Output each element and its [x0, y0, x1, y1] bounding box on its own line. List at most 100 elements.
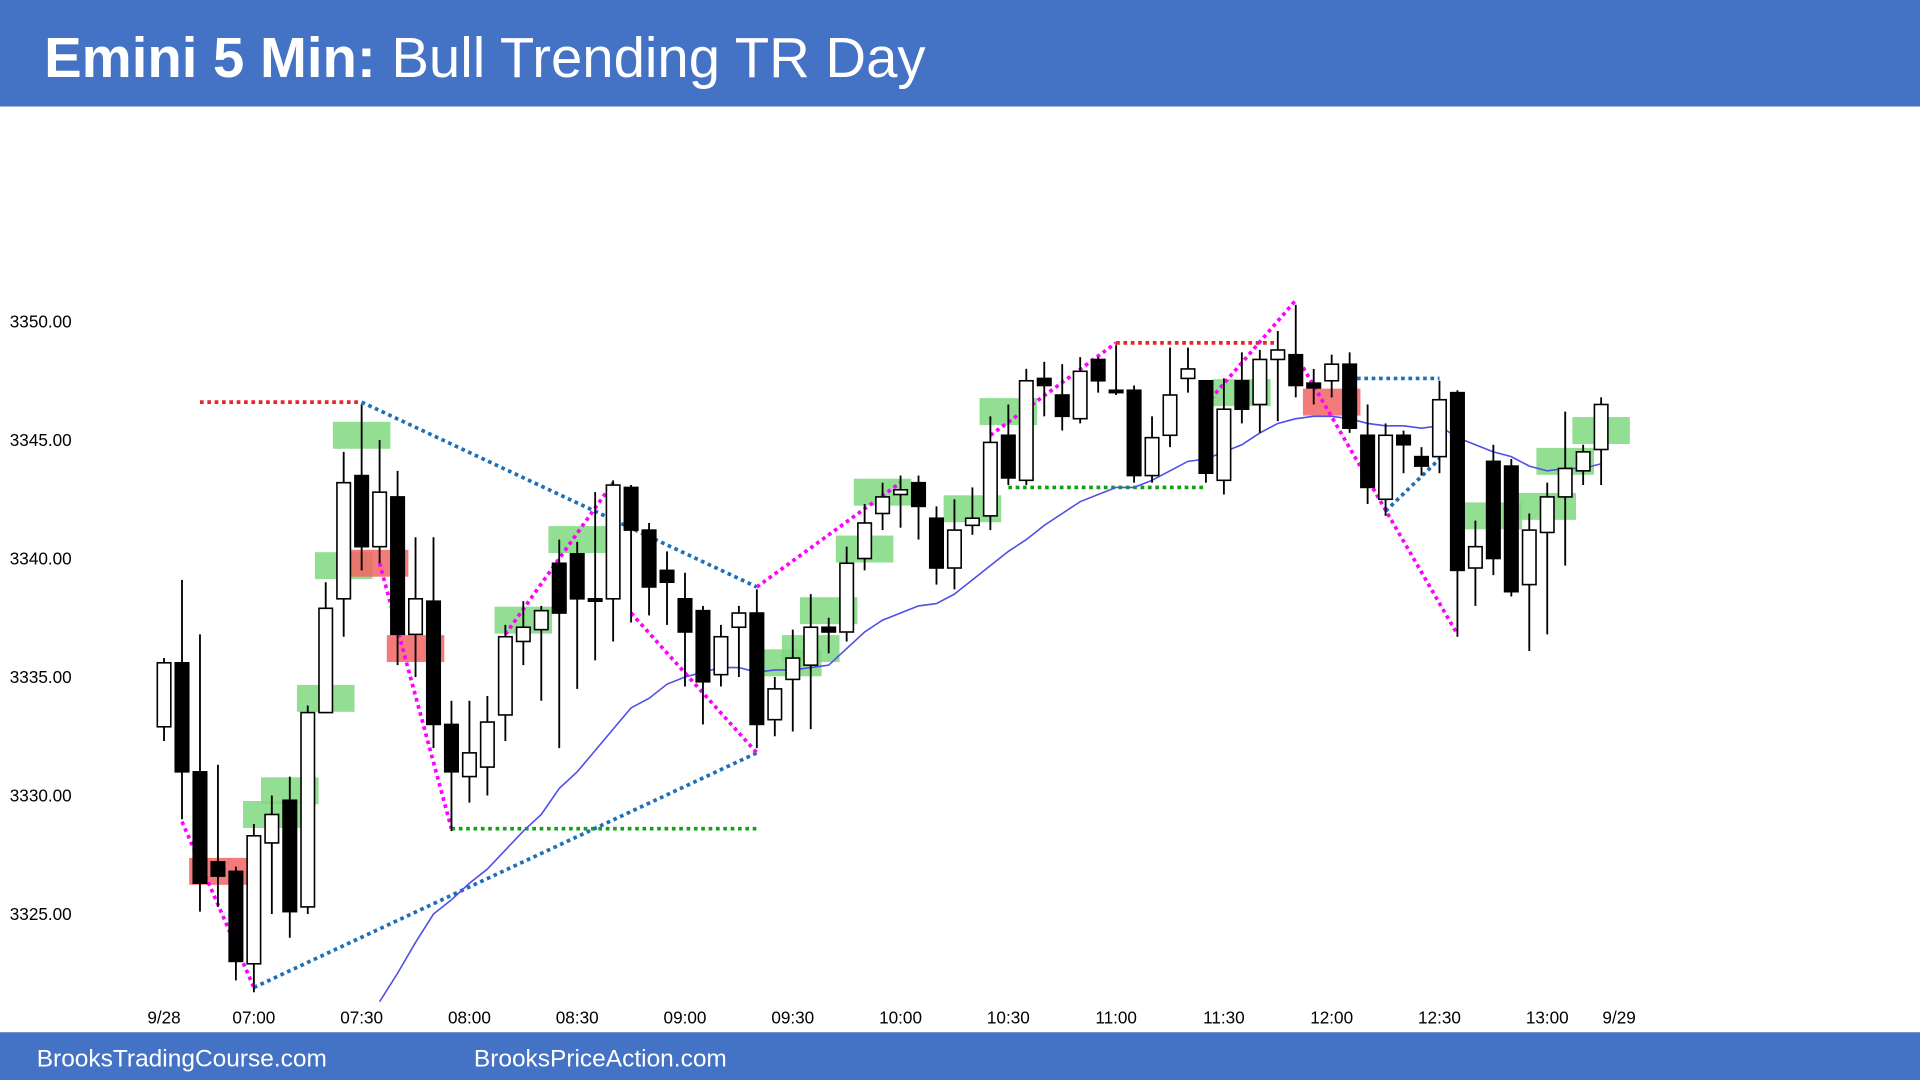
trend-line	[253, 751, 758, 990]
candle-body	[1342, 363, 1358, 429]
footer-right: BrooksPriceAction.com	[474, 1046, 727, 1073]
x-tick-label: 09:30	[771, 1008, 814, 1028]
footer-left: BrooksTradingCourse.com	[37, 1046, 327, 1073]
title-bold: Emini 5 Min:	[44, 26, 376, 89]
x-tick-label: 9/28	[147, 1008, 180, 1028]
trend-line	[1294, 353, 1460, 636]
candle-body	[372, 491, 388, 548]
x-tick-label: 08:00	[448, 1008, 491, 1028]
trend-line	[1384, 457, 1441, 513]
candle-body	[497, 635, 513, 716]
trend-line	[1204, 298, 1298, 406]
candle-body	[857, 522, 873, 560]
candle-body	[910, 481, 927, 508]
candle-body	[228, 870, 244, 963]
x-tick-label: 13:00	[1526, 1008, 1569, 1028]
candle-body	[659, 569, 675, 584]
candle-body	[1234, 379, 1250, 411]
x-tick-label: 09:00	[664, 1008, 707, 1028]
candle-body	[821, 626, 837, 633]
candle-body	[1467, 545, 1483, 569]
candle-body	[390, 496, 406, 636]
candle-body	[587, 598, 603, 602]
candle-body	[1036, 377, 1052, 387]
candle-body	[1198, 379, 1214, 475]
candle-body	[1593, 403, 1609, 451]
candle-body	[336, 481, 352, 600]
candle-body	[1503, 465, 1519, 593]
candle-body	[318, 607, 334, 714]
x-tick-label: 08:30	[556, 1008, 599, 1028]
x-tick-label: 12:30	[1418, 1008, 1461, 1028]
x-tick-label: 11:00	[1095, 1008, 1137, 1028]
candle-body	[174, 662, 190, 773]
candle-body	[1072, 370, 1088, 420]
trend-line	[629, 611, 759, 755]
candle-body	[1360, 434, 1376, 489]
candle-body	[156, 662, 172, 728]
candle-body	[515, 626, 531, 643]
candle-body	[1413, 455, 1430, 467]
y-tick-label: 3335.00	[10, 667, 72, 687]
candle-body	[623, 486, 639, 531]
candle-body	[1018, 379, 1034, 482]
x-tick-label: 07:00	[232, 1008, 275, 1028]
candle-body	[1396, 434, 1412, 446]
candle-body	[1539, 496, 1555, 534]
candle-body	[1557, 467, 1573, 498]
candle-body	[282, 799, 298, 913]
candle-body	[1485, 460, 1501, 560]
candle-body	[1090, 358, 1106, 382]
footer-band	[0, 1032, 1920, 1080]
candle-body	[1521, 529, 1537, 586]
candle-body	[1378, 434, 1394, 501]
candle-body	[946, 529, 962, 569]
candle-body	[731, 612, 747, 629]
x-tick-label: 9/29	[1602, 1008, 1635, 1028]
candle-body	[1054, 394, 1070, 418]
y-tick-label: 3325.00	[10, 904, 72, 924]
candle-body	[928, 517, 945, 569]
x-tick-label: 11:30	[1203, 1008, 1245, 1028]
candle-body	[1252, 358, 1268, 406]
candle-body	[1108, 389, 1124, 394]
candle-body	[479, 721, 495, 768]
x-tick-label: 10:00	[879, 1008, 922, 1028]
candle-body	[425, 600, 442, 726]
header-band	[0, 0, 1920, 107]
candle-body	[1000, 434, 1016, 479]
candle-body	[1180, 368, 1196, 380]
candle-body	[677, 598, 693, 633]
y-tick-label: 3345.00	[10, 430, 72, 450]
candle-body	[749, 612, 765, 726]
candle-body	[551, 562, 567, 614]
candle-body	[1270, 349, 1286, 361]
candle-body	[785, 657, 801, 681]
candle-body	[354, 474, 370, 548]
x-tick-label: 07:30	[340, 1008, 383, 1028]
candle-body	[246, 835, 262, 965]
candle-body	[982, 441, 998, 517]
candle-body	[408, 598, 424, 636]
trend-line	[360, 400, 758, 589]
y-tick-label: 3330.00	[10, 786, 72, 806]
candle-body	[1126, 389, 1142, 477]
candle-body	[1431, 398, 1447, 458]
candle-body	[605, 484, 621, 600]
candle-body	[1162, 394, 1178, 437]
candle-body	[1449, 391, 1465, 572]
candle-body	[1324, 363, 1340, 382]
candle-body	[767, 688, 783, 721]
candle-body	[533, 609, 549, 631]
candle-body	[713, 635, 729, 676]
candle-body	[839, 562, 855, 633]
candle-body	[964, 517, 980, 527]
candle-body	[893, 489, 909, 496]
candle-body	[875, 496, 891, 515]
candle-body	[300, 711, 316, 908]
y-tick-label: 3340.00	[10, 549, 72, 569]
candle-body	[461, 752, 477, 778]
x-tick-label: 12:00	[1310, 1008, 1353, 1028]
